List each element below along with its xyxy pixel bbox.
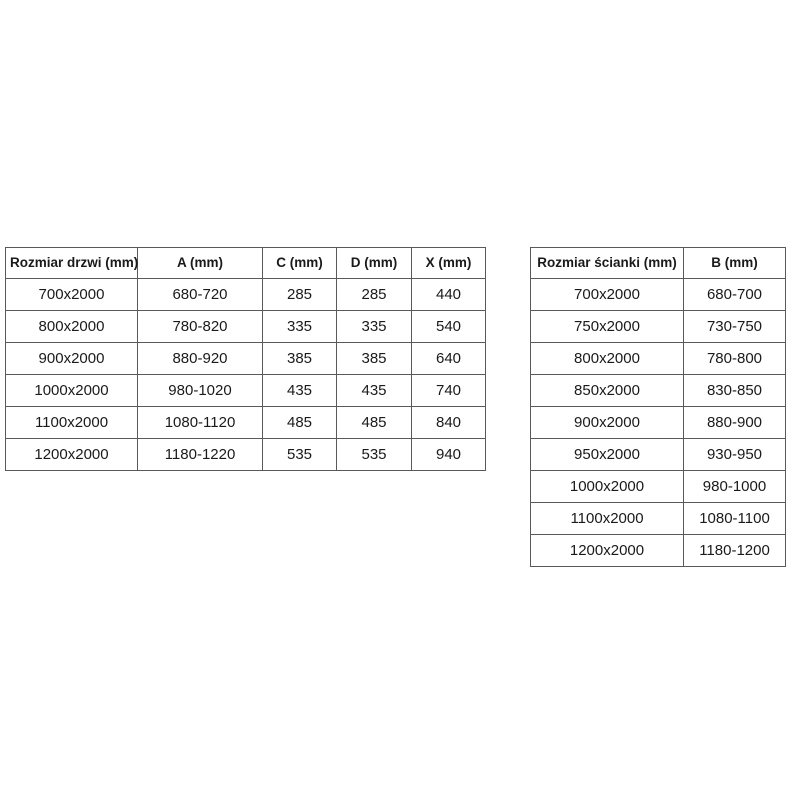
column-header-d: D (mm) <box>336 247 412 279</box>
cell-c: 435 <box>262 374 337 407</box>
cell-b: 780-800 <box>683 342 786 375</box>
wall-panel-size-table: Rozmiar ścianki (mm) B (mm) 700x2000 680… <box>530 247 786 567</box>
cell-x: 440 <box>411 278 486 311</box>
table-row: 1100x2000 1080-1120 485 485 840 <box>5 406 486 439</box>
table-row: 1100x2000 1080-1100 <box>530 502 786 535</box>
cell-b: 830-850 <box>683 374 786 407</box>
cell-c: 385 <box>262 342 337 375</box>
wall-panel-size-table-body: 700x2000 680-700 750x2000 730-750 800x20… <box>530 278 786 567</box>
cell-c: 485 <box>262 406 337 439</box>
cell-a: 1180-1220 <box>137 438 263 471</box>
door-size-table-body: 700x2000 680-720 285 285 440 800x2000 78… <box>5 278 486 471</box>
cell-d: 485 <box>336 406 412 439</box>
cell-x: 940 <box>411 438 486 471</box>
cell-b: 1180-1200 <box>683 534 786 567</box>
cell-a: 880-920 <box>137 342 263 375</box>
cell-wall-size: 750x2000 <box>530 310 684 343</box>
cell-wall-size: 700x2000 <box>530 278 684 311</box>
door-size-table-header: Rozmiar drzwi (mm) A (mm) C (mm) D (mm) … <box>5 247 486 279</box>
cell-wall-size: 1000x2000 <box>530 470 684 503</box>
cell-door-size: 900x2000 <box>5 342 138 375</box>
cell-d: 385 <box>336 342 412 375</box>
cell-door-size: 1000x2000 <box>5 374 138 407</box>
table-row: 1000x2000 980-1000 <box>530 470 786 503</box>
column-header-a: A (mm) <box>137 247 263 279</box>
table-row: 900x2000 880-920 385 385 640 <box>5 342 486 375</box>
table-row: 1200x2000 1180-1200 <box>530 534 786 567</box>
cell-a: 680-720 <box>137 278 263 311</box>
column-header-x: X (mm) <box>411 247 486 279</box>
cell-c: 335 <box>262 310 337 343</box>
cell-x: 540 <box>411 310 486 343</box>
cell-b: 930-950 <box>683 438 786 471</box>
cell-wall-size: 900x2000 <box>530 406 684 439</box>
cell-a: 1080-1120 <box>137 406 263 439</box>
cell-wall-size: 800x2000 <box>530 342 684 375</box>
cell-wall-size: 1100x2000 <box>530 502 684 535</box>
cell-door-size: 700x2000 <box>5 278 138 311</box>
table-row: 1200x2000 1180-1220 535 535 940 <box>5 438 486 471</box>
cell-c: 285 <box>262 278 337 311</box>
cell-d: 435 <box>336 374 412 407</box>
cell-b: 880-900 <box>683 406 786 439</box>
cell-door-size: 1100x2000 <box>5 406 138 439</box>
table-row: 950x2000 930-950 <box>530 438 786 471</box>
table-row: 800x2000 780-800 <box>530 342 786 375</box>
cell-c: 535 <box>262 438 337 471</box>
column-header-door-size: Rozmiar drzwi (mm) <box>5 247 138 279</box>
table-header-row: Rozmiar drzwi (mm) A (mm) C (mm) D (mm) … <box>5 247 486 279</box>
column-header-b: B (mm) <box>683 247 786 279</box>
column-header-c: C (mm) <box>262 247 337 279</box>
cell-wall-size: 1200x2000 <box>530 534 684 567</box>
cell-d: 335 <box>336 310 412 343</box>
table-header-row: Rozmiar ścianki (mm) B (mm) <box>530 247 786 279</box>
cell-door-size: 800x2000 <box>5 310 138 343</box>
table-row: 750x2000 730-750 <box>530 310 786 343</box>
table-row: 900x2000 880-900 <box>530 406 786 439</box>
cell-wall-size: 850x2000 <box>530 374 684 407</box>
cell-a: 780-820 <box>137 310 263 343</box>
table-row: 850x2000 830-850 <box>530 374 786 407</box>
cell-d: 535 <box>336 438 412 471</box>
cell-x: 840 <box>411 406 486 439</box>
column-header-wall-size: Rozmiar ścianki (mm) <box>530 247 684 279</box>
cell-d: 285 <box>336 278 412 311</box>
cell-b: 680-700 <box>683 278 786 311</box>
cell-b: 730-750 <box>683 310 786 343</box>
table-row: 800x2000 780-820 335 335 540 <box>5 310 486 343</box>
table-row: 1000x2000 980-1020 435 435 740 <box>5 374 486 407</box>
cell-wall-size: 950x2000 <box>530 438 684 471</box>
cell-x: 740 <box>411 374 486 407</box>
cell-b: 1080-1100 <box>683 502 786 535</box>
cell-door-size: 1200x2000 <box>5 438 138 471</box>
cell-b: 980-1000 <box>683 470 786 503</box>
wall-panel-size-table-header: Rozmiar ścianki (mm) B (mm) <box>530 247 786 279</box>
cell-x: 640 <box>411 342 486 375</box>
table-row: 700x2000 680-700 <box>530 278 786 311</box>
door-size-table: Rozmiar drzwi (mm) A (mm) C (mm) D (mm) … <box>5 247 486 471</box>
table-row: 700x2000 680-720 285 285 440 <box>5 278 486 311</box>
cell-a: 980-1020 <box>137 374 263 407</box>
